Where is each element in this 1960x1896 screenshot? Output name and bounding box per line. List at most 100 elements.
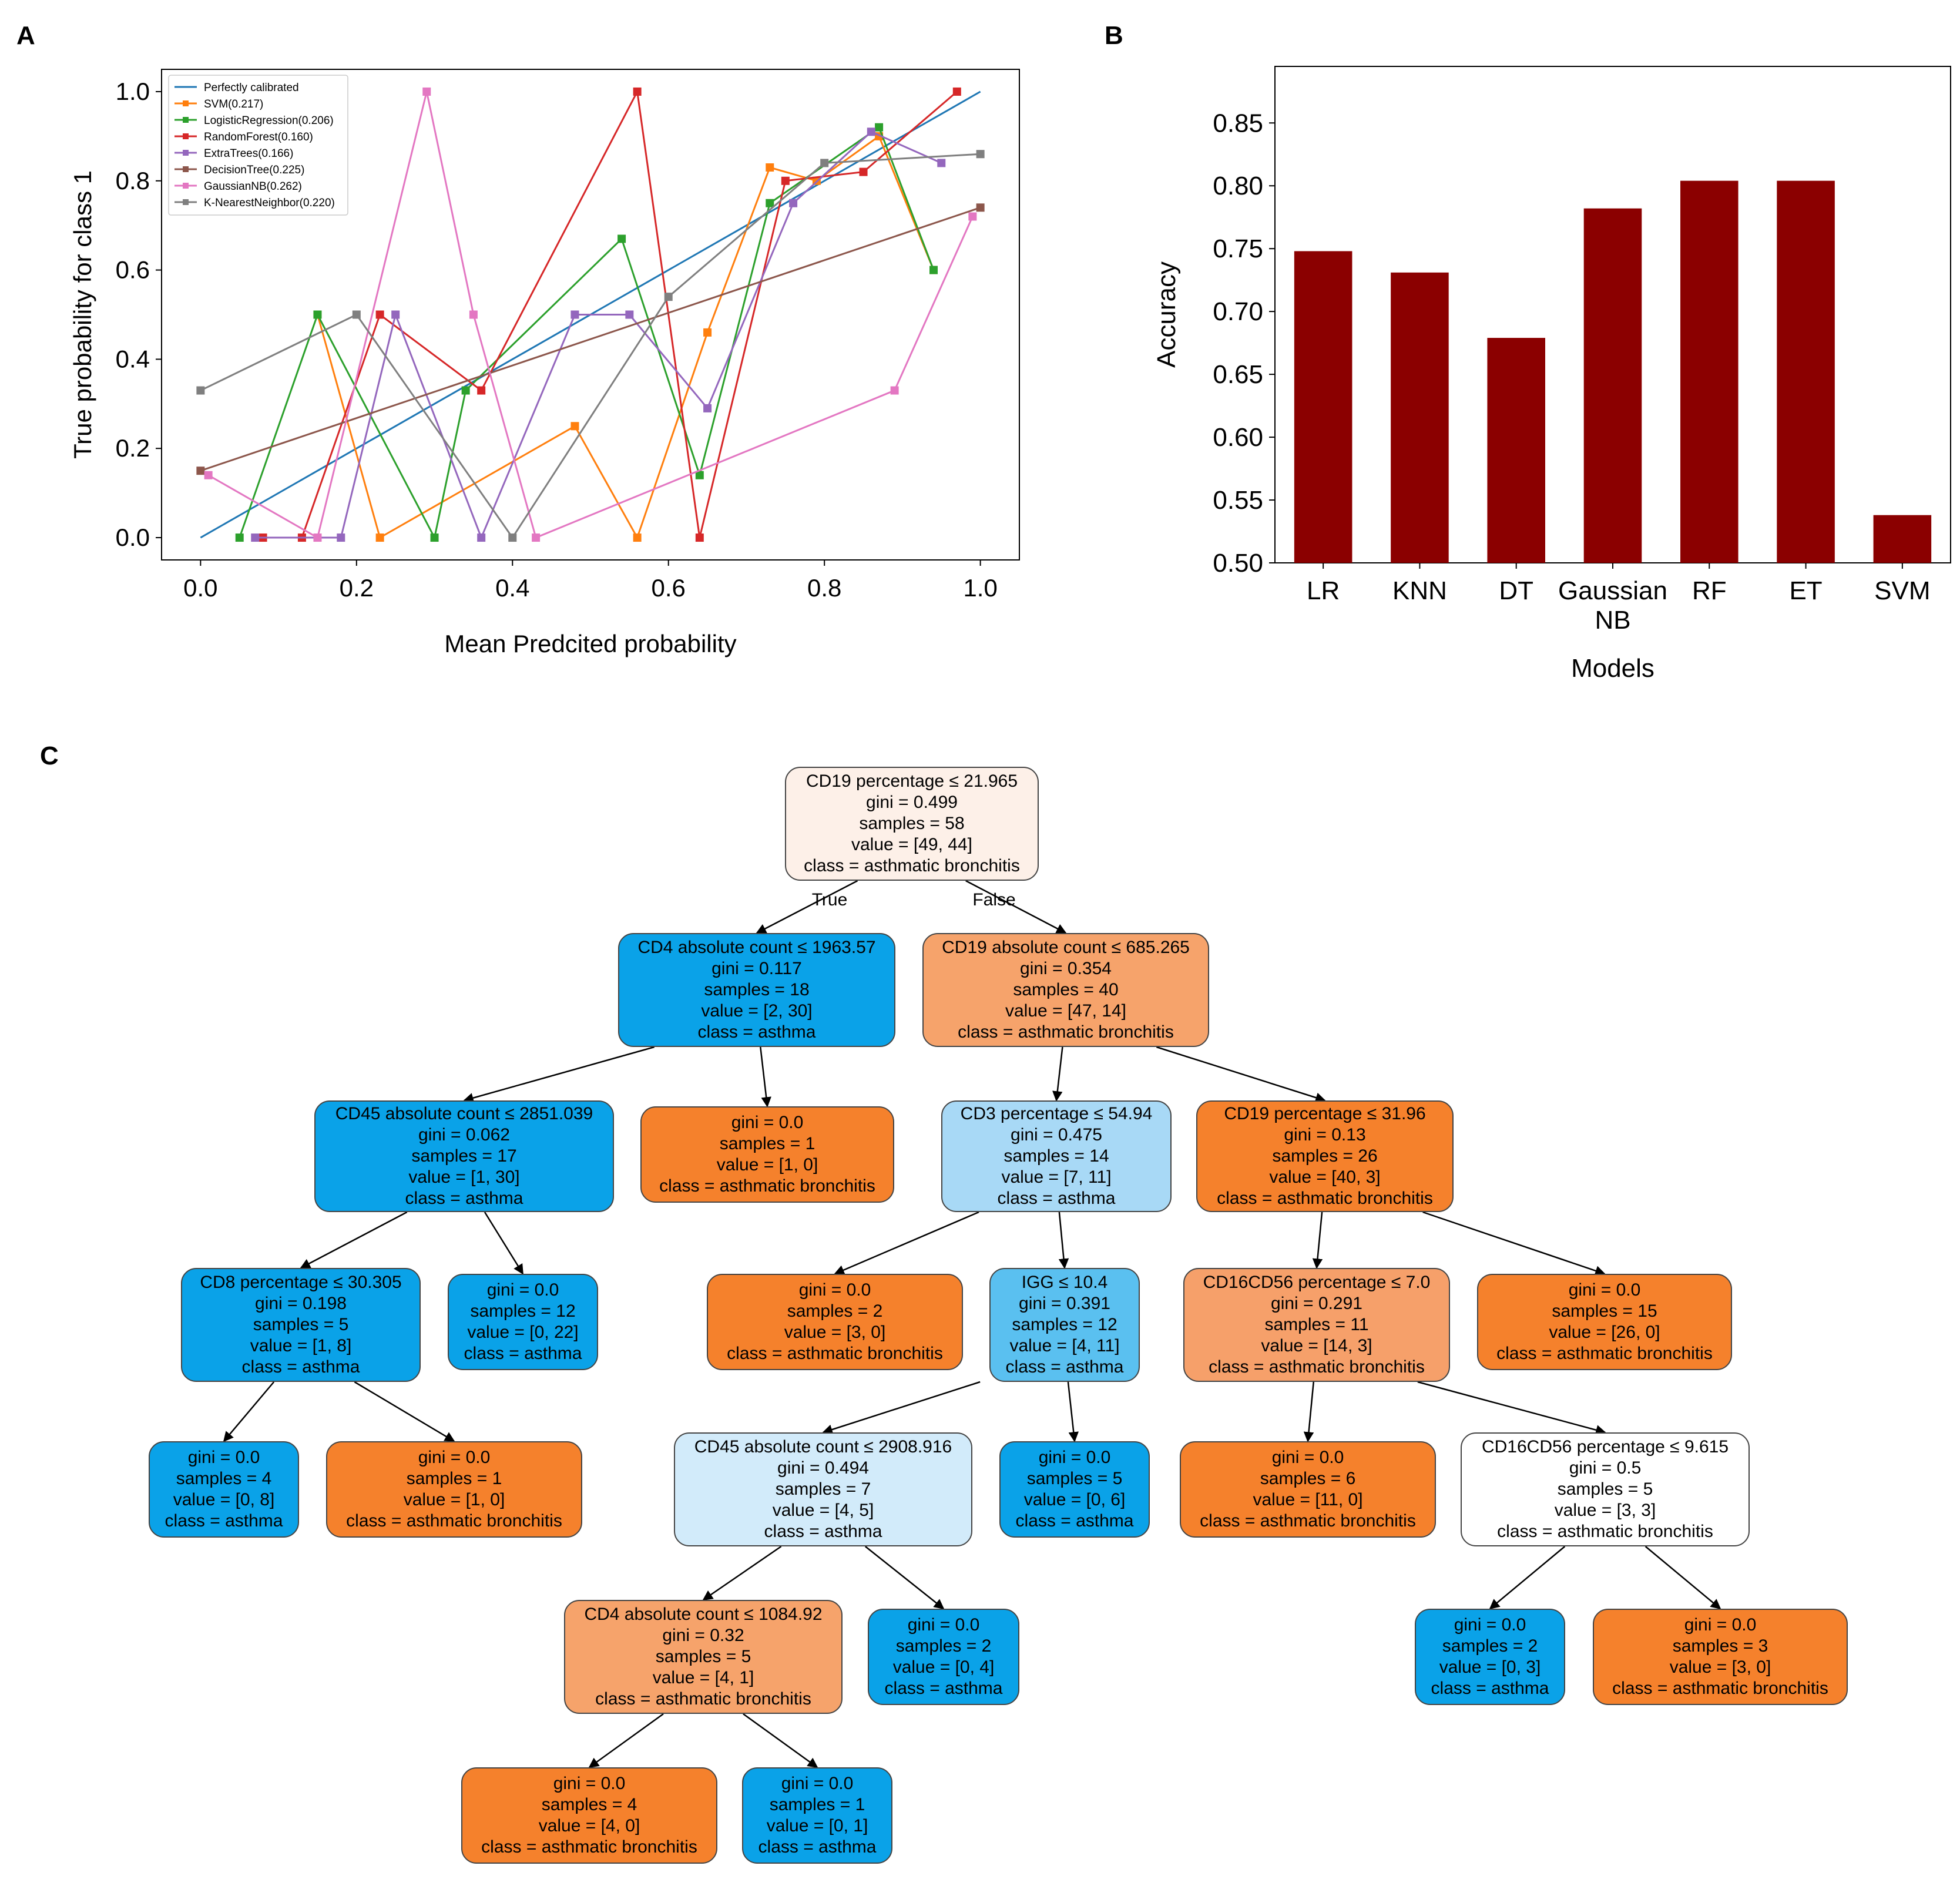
series-point <box>477 533 486 542</box>
series-point <box>695 471 704 479</box>
series-point <box>570 310 579 319</box>
tree-node-line: CD4 absolute count ≤ 1084.92 <box>584 1605 823 1624</box>
tree-node-line: CD3 percentage ≤ 54.94 <box>960 1104 1153 1123</box>
tree-node-line: class = asthmatic bronchitis <box>346 1511 562 1531</box>
tree-node-line: samples = 5 <box>1557 1479 1653 1499</box>
legend-marker <box>183 199 189 205</box>
x-tick-label: DT <box>1499 576 1533 605</box>
tree-edge <box>300 1211 408 1269</box>
tree-node-line: gini = 0.13 <box>1284 1125 1366 1145</box>
series-point <box>867 127 875 136</box>
tree-edge <box>1058 1212 1069 1269</box>
tree-node: gini = 0.0 samples = 1 value = [0, 1] class… <box>742 1767 892 1864</box>
tree-edge <box>1156 1046 1326 1103</box>
legend-label: K-NearestNeighbor(0.220) <box>204 197 335 209</box>
x-axis-label: Models <box>1571 654 1654 683</box>
tree-node-line: samples = 6 <box>1260 1469 1356 1488</box>
series-point <box>337 533 345 542</box>
tree-node: gini = 0.0 samples = 1 value = [1, 0] class… <box>640 1106 894 1203</box>
tree-node-line: gini = 0.198 <box>255 1294 347 1313</box>
tree-node-line: samples = 14 <box>1004 1146 1109 1166</box>
tree-node-line: samples = 26 <box>1272 1146 1378 1166</box>
x-tick-label: NB <box>1595 606 1630 635</box>
tree-edge <box>1067 1381 1079 1442</box>
x-tick-label: 1.0 <box>963 574 997 602</box>
bar-gaussian-nb <box>1583 208 1642 563</box>
tree-node-line: samples = 7 <box>775 1479 871 1499</box>
tree-node-line: samples = 3 <box>1672 1636 1768 1656</box>
x-tick-label: RF <box>1692 576 1727 605</box>
tree-node-line: class = asthma <box>241 1357 360 1377</box>
tree-node: gini = 0.0 samples = 1 value = [1, 0] class… <box>326 1441 582 1538</box>
series-point <box>461 386 470 395</box>
tree-node-line: value = [47, 14] <box>1005 1001 1126 1021</box>
legend-label: GaussianNB(0.262) <box>204 180 302 193</box>
tree-node-line: samples = 15 <box>1552 1301 1657 1321</box>
panel-label-a: A <box>16 21 35 50</box>
tree-edges: True False <box>223 880 1721 1769</box>
accuracy-bar-chart: 0.50 0.55 0.60 0.65 0.70 0.75 0.80 0.85 LR KNN DT G… <box>1152 66 1951 683</box>
tree-node-line: class = asthma <box>884 1679 1003 1698</box>
x-tick-label: 0.8 <box>807 574 841 602</box>
series-point <box>875 123 884 132</box>
series-point <box>251 533 260 542</box>
tree-node-line: class = asthmatic bronchitis <box>659 1176 875 1196</box>
x-tick-label: ET <box>1789 576 1822 605</box>
series-point <box>859 167 868 176</box>
tree-node-line: value = [0, 8] <box>173 1490 275 1509</box>
tree-node: gini = 0.0 samples = 4 value = [0, 8] class… <box>149 1441 299 1538</box>
tree-node-line: gini = 0.0 <box>486 1280 559 1300</box>
tree-node-line: samples = 12 <box>470 1301 576 1321</box>
legend-marker <box>183 117 189 123</box>
legend-label: LogisticRegression(0.206) <box>204 115 334 127</box>
series-point <box>352 310 361 319</box>
tree-node-line: gini = 0.354 <box>1020 959 1112 978</box>
tree-node-line: gini = 0.0 <box>1271 1448 1344 1467</box>
edge-label-false: False <box>972 890 1015 910</box>
tree-node: CD8 percentage ≤ 30.305 gini = 0.198 sampl… <box>181 1268 421 1382</box>
series-point <box>976 150 985 159</box>
tree-node-line: samples = 4 <box>176 1469 272 1488</box>
tree-node: CD45 absolute count ≤ 2908.916 gini = 0.4… <box>674 1432 972 1546</box>
tree-node-line: samples = 18 <box>704 980 810 999</box>
series-point <box>508 533 517 542</box>
tree-node-line: value = [3, 0] <box>784 1323 886 1342</box>
tree-node-line: gini = 0.475 <box>1011 1125 1102 1145</box>
y-tick-label: 0.65 <box>1213 360 1263 389</box>
tree-node: CD16CD56 percentage ≤ 9.615 gini = 0.5 sam… <box>1461 1432 1750 1546</box>
tree-node-line: samples = 1 <box>719 1134 815 1153</box>
tree-node-line: samples = 2 <box>787 1301 883 1321</box>
tree-node-line: samples = 4 <box>541 1795 637 1814</box>
x-tick-label: 0.4 <box>495 574 529 602</box>
series-line <box>255 130 942 541</box>
y-tick-label: 0.60 <box>1213 423 1263 452</box>
tree-node-line: value = [1, 8] <box>250 1336 352 1355</box>
tree-node-line: value = [2, 30] <box>701 1001 813 1021</box>
series-point <box>625 310 634 319</box>
tree-node-line: CD19 percentage ≤ 31.96 <box>1224 1104 1426 1123</box>
x-tick-label: 0.6 <box>652 574 686 602</box>
tree-node-line: gini = 0.0 <box>187 1448 260 1467</box>
tree-node: gini = 0.0 samples = 2 value = [3, 0] class… <box>707 1274 963 1370</box>
tree-node: CD4 absolute count ≤ 1084.92 gini = 0.32 s… <box>564 1600 843 1714</box>
tree-edge <box>354 1381 455 1442</box>
edge-label-true: True <box>812 890 848 910</box>
series-point <box>477 386 486 395</box>
tree-node-line: samples = 40 <box>1013 980 1119 999</box>
tree-node-line: class = asthmatic bronchitis <box>481 1837 697 1857</box>
x-tick-label: 0.2 <box>340 574 374 602</box>
series-point <box>703 328 712 337</box>
tree-node-line: samples = 58 <box>859 814 965 833</box>
tree-node-line: class = asthmatic bronchitis <box>1612 1679 1828 1698</box>
series-point <box>204 471 213 479</box>
tree-node-line: class = asthmatic bronchitis <box>727 1344 943 1363</box>
tree-node-line: gini = 0.0 <box>781 1774 854 1793</box>
tree-node-line: IGG ≤ 10.4 <box>1021 1273 1108 1292</box>
series-point <box>937 159 946 167</box>
tree-node-line: gini = 0.0 <box>418 1448 491 1467</box>
tree-node-line: gini = 0.5 <box>1569 1458 1642 1478</box>
tree-node: gini = 0.0 samples = 4 value = [4, 0] class… <box>461 1767 717 1864</box>
tree-edge <box>1417 1381 1606 1435</box>
tree-node: CD45 absolute count ≤ 2851.039 gini = 0.0… <box>314 1100 614 1212</box>
bar-knn <box>1391 272 1449 563</box>
